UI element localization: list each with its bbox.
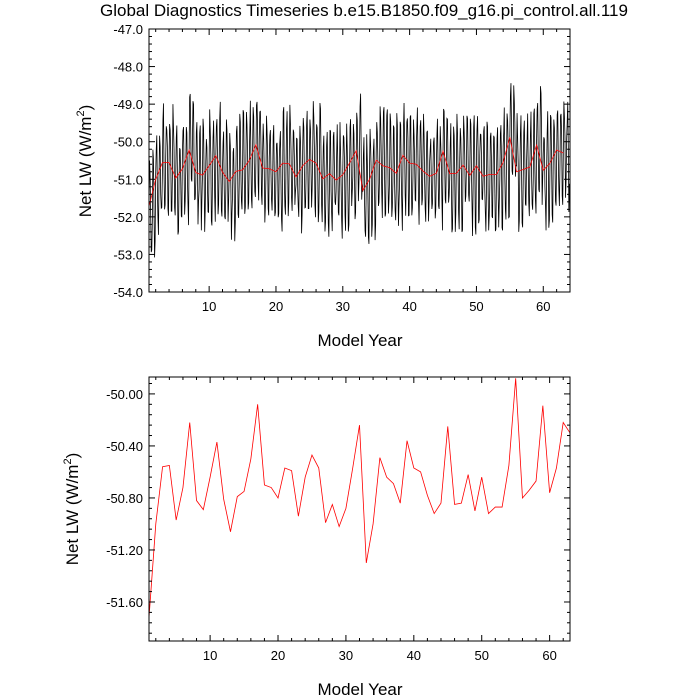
bottom-axes: 10 20 30 40 50 60 -50.00 -50.40 -50.80 -51.20 -51.… [106,377,570,663]
top-annual-series-line [148,137,564,207]
top-x-tick-label: 20 [269,299,283,314]
top-y-tick-label: -54.0 [113,285,143,300]
top-y-axis-title: Net LW (W/m2) [75,105,95,218]
top-y-tick-label: -51.0 [113,172,143,187]
bottom-y-tick-label: -51.20 [106,543,143,558]
bottom-x-tick-label: 30 [339,648,353,663]
bottom-panel: 10 20 30 40 50 60 -50.00 -50.40 -50.80 -51.20 -51.… [62,376,571,699]
top-y-tick-label: -47.0 [113,22,143,37]
top-y-tick-label: -48.0 [113,60,143,75]
bottom-annual-series-line [148,378,571,618]
top-plot-frame [148,28,571,293]
top-x-axis-title: Model Year [317,331,402,350]
top-x-tick-label: 10 [202,299,216,314]
bottom-y-tick-label: -50.80 [106,491,143,506]
bottom-y-tick-label: -50.40 [106,439,143,454]
bottom-y-axis-title: Net LW (W/m2) [62,453,82,566]
bottom-x-tick-label: 20 [271,648,285,663]
top-panel: 10 20 30 40 50 60 -47.0 -48.0 -49.0 -50.0 -51.0 -52… [75,22,571,350]
bottom-x-axis-title: Model Year [317,680,402,699]
bottom-series-layer [148,378,571,618]
top-x-tick-label: 30 [336,299,350,314]
top-y-tick-label: -49.0 [113,97,143,112]
bottom-y-tick-label: -50.00 [106,387,143,402]
figure-title: Global Diagnostics Timeseries b.e15.B185… [100,1,628,20]
top-y-tick-label: -53.0 [113,247,143,262]
top-series-layer [148,83,570,258]
top-y-tick-label: -52.0 [113,210,143,225]
top-axes: 10 20 30 40 50 60 -47.0 -48.0 -49.0 -50.0 -51.0 -52… [113,22,571,314]
top-x-tick-label: 50 [469,299,483,314]
bottom-x-tick-label: 10 [203,648,217,663]
top-x-tick-label: 40 [402,299,416,314]
top-y-tick-label: -50.0 [113,135,143,150]
bottom-x-tick-label: 50 [474,648,488,663]
bottom-y-tick-label: -51.60 [106,595,143,610]
top-x-tick-label: 60 [536,299,550,314]
bottom-x-tick-label: 60 [542,648,556,663]
bottom-x-tick-label: 40 [407,648,421,663]
bottom-plot-frame [148,376,571,642]
